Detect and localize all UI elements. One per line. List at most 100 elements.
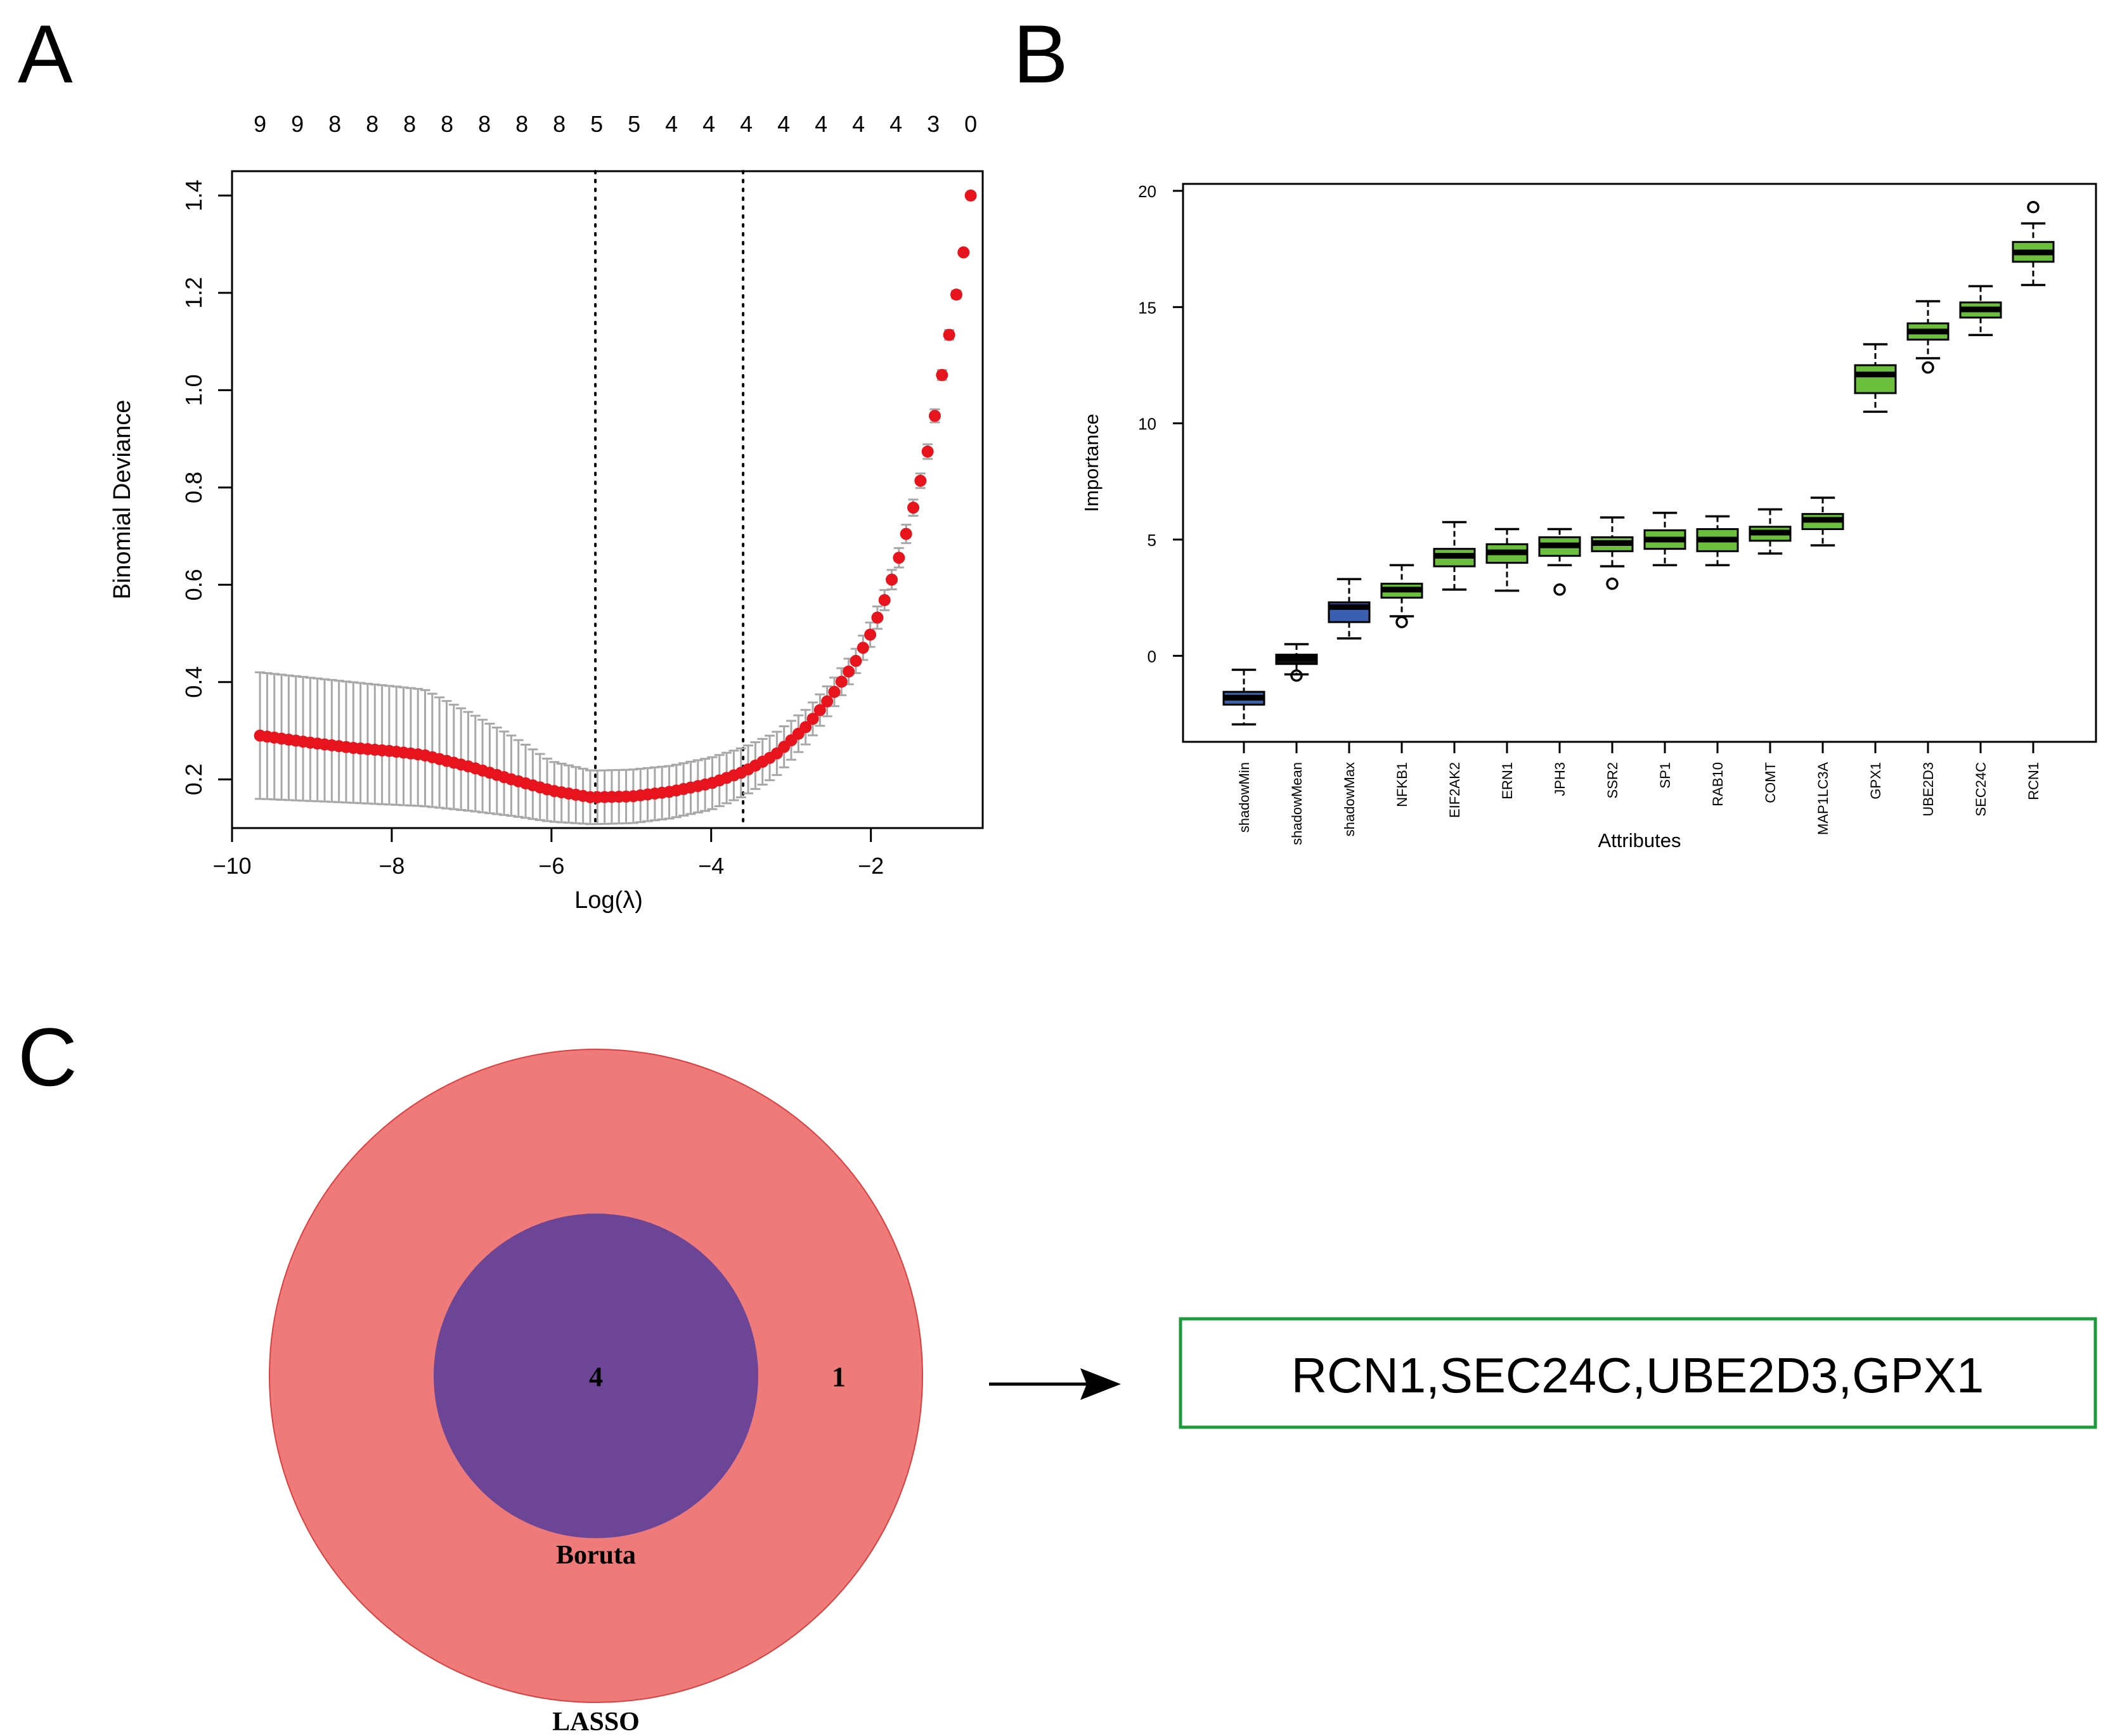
lasso-top-count: 5 — [590, 111, 603, 137]
lasso-top-count: 4 — [740, 111, 753, 137]
boruta-box — [1222, 668, 1265, 726]
boruta-box — [1696, 515, 1739, 567]
boruta-x-tick-label: COMT — [1763, 762, 1778, 803]
boruta-x-tick-label: MAP1LC3A — [1815, 762, 1831, 835]
boruta-importance-chart: 0 5 10 15 20 shadowMin shadowMean shadowMax NFK… — [1080, 182, 2097, 852]
lasso-top-count: 0 — [964, 111, 977, 137]
lasso-point — [886, 573, 898, 586]
lasso-top-count: 4 — [889, 111, 902, 137]
lasso-x-axis-label: Log(λ) — [574, 887, 643, 914]
lasso-point — [907, 502, 920, 514]
panel-label-b: B — [1013, 8, 1068, 100]
lasso-point — [943, 328, 955, 341]
lasso-plot-frame — [231, 170, 984, 829]
lasso-point — [857, 642, 869, 654]
venn-diagram: 4 1 Boruta LASSO — [269, 1049, 923, 1736]
boruta-box — [1906, 300, 1950, 374]
boruta-outlier — [1395, 616, 1408, 628]
boruta-box — [1959, 285, 2002, 337]
boruta-y-tick-label: 15 — [1138, 298, 1156, 317]
boruta-x-tick-label: SP1 — [1657, 762, 1673, 789]
lasso-points — [254, 189, 977, 803]
lasso-x-tick-label: −2 — [858, 853, 884, 879]
boruta-x-tick-label: RAB10 — [1710, 762, 1726, 806]
lasso-top-count: 8 — [403, 111, 416, 137]
boruta-x-axis-label: Attributes — [1598, 829, 1681, 852]
lasso-top-count: 4 — [852, 111, 865, 137]
venn-outer-only-count: 1 — [832, 1361, 846, 1392]
lasso-top-count: 8 — [328, 111, 341, 137]
boruta-box — [1801, 496, 1844, 547]
lasso-point — [828, 685, 841, 698]
boruta-box — [1485, 528, 1529, 592]
lasso-top-count: 8 — [515, 111, 528, 137]
arrow-icon — [989, 1368, 1121, 1400]
boruta-x-tick-label: JPH3 — [1552, 762, 1568, 796]
lasso-point — [799, 721, 812, 734]
boruta-box — [1275, 643, 1318, 682]
lasso-point — [806, 713, 819, 725]
lasso-point — [850, 654, 862, 667]
boruta-outlier — [2027, 200, 2040, 214]
lasso-y-axis: 0.2 0.4 0.6 0.8 1.0 1.2 1.4 — [181, 179, 232, 795]
boruta-box — [1380, 564, 1423, 628]
boruta-x-tick-label: SEC24C — [1973, 762, 1989, 817]
lasso-top-count: 3 — [927, 111, 940, 137]
lasso-top-count: 5 — [628, 111, 640, 137]
boruta-x-tick-label: UBE2D3 — [1920, 762, 1936, 817]
lasso-y-tick-label: 1.2 — [181, 277, 207, 309]
boruta-box — [1538, 528, 1581, 596]
boruta-y-axis: 0 5 10 15 20 — [1138, 182, 1183, 666]
lasso-point — [957, 246, 970, 259]
boruta-x-tick-label: NFKB1 — [1394, 762, 1410, 807]
boruta-y-tick-label: 0 — [1148, 647, 1156, 666]
lasso-top-count: 8 — [441, 111, 453, 137]
boruta-box — [1749, 508, 1792, 555]
boruta-set-label: Boruta — [556, 1541, 636, 1570]
boruta-plot-frame — [1182, 183, 2097, 743]
lasso-x-axis: −10 −8 −6 −4 −2 — [212, 828, 884, 879]
lasso-point — [843, 665, 855, 678]
boruta-y-tick-label: 10 — [1138, 415, 1156, 434]
boruta-x-tick-label: shadowMax — [1342, 762, 1357, 836]
lasso-set-label: LASSO — [552, 1707, 640, 1736]
lasso-top-count: 9 — [291, 111, 304, 137]
boruta-x-tick-label: shadowMin — [1236, 762, 1252, 832]
lasso-top-count: 4 — [702, 111, 715, 137]
lasso-point — [921, 445, 934, 458]
boruta-box-body — [1854, 364, 1897, 394]
lasso-x-tick-label: −4 — [698, 853, 724, 879]
boruta-circle — [434, 1214, 758, 1538]
result-gene-list: RCN1,SEC24C,UBE2D3,GPX1 — [1291, 1347, 1984, 1403]
boruta-box — [1854, 343, 1897, 413]
lasso-x-tick-label: −6 — [538, 853, 564, 879]
lasso-point — [964, 189, 977, 202]
lasso-lambda-lines — [594, 170, 745, 829]
lasso-y-tick-label: 0.2 — [181, 763, 207, 795]
lasso-point — [900, 528, 912, 540]
lasso-x-tick-label: −10 — [212, 853, 251, 879]
venn-inner-count: 4 — [589, 1361, 603, 1392]
lasso-error-bars — [255, 192, 976, 826]
lasso-y-tick-label: 0.6 — [181, 569, 207, 600]
boruta-x-tick-label: shadowMean — [1289, 762, 1305, 845]
boruta-outlier — [1553, 583, 1566, 596]
lasso-top-count: 4 — [665, 111, 678, 137]
lasso-point — [864, 628, 877, 641]
boruta-box — [1433, 521, 1476, 591]
lasso-top-count: 8 — [366, 111, 378, 137]
boruta-x-axis: shadowMin shadowMean shadowMax NFKB1 EIF2AK2… — [1236, 742, 2041, 845]
panel-label-a: A — [18, 8, 73, 100]
boruta-outlier — [1922, 361, 1934, 374]
boruta-outlier — [1290, 669, 1303, 682]
lasso-top-count: 4 — [815, 111, 827, 137]
lasso-y-tick-label: 1.0 — [181, 374, 207, 406]
lasso-point — [835, 675, 848, 688]
lasso-top-count: 4 — [777, 111, 790, 137]
boruta-y-tick-label: 5 — [1148, 531, 1156, 550]
lasso-x-tick-label: −8 — [378, 853, 404, 879]
boruta-y-axis-label: Importance — [1080, 413, 1103, 512]
boruta-x-tick-label: EIF2AK2 — [1447, 762, 1463, 818]
